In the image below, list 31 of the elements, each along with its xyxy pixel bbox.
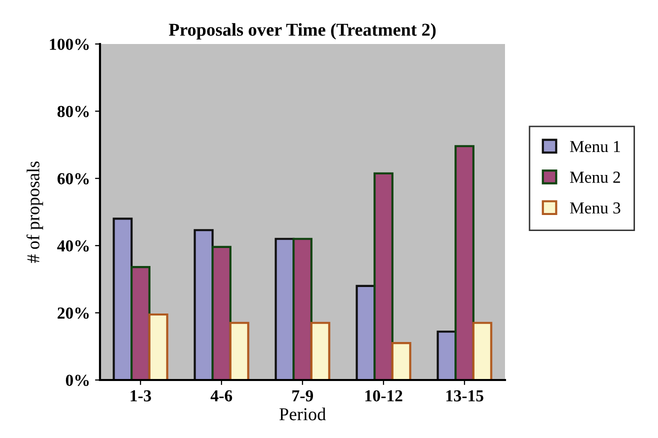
bar — [472, 322, 492, 380]
x-tick-label: 10-12 — [365, 390, 402, 402]
x-tick-label: 1-3 — [130, 390, 152, 402]
y-tick-label: 100% — [50, 38, 89, 50]
bar — [229, 322, 250, 380]
bar — [112, 218, 133, 380]
y-axis-title: # of proposals — [26, 162, 44, 263]
legend-label: Menu 3 — [570, 202, 620, 214]
bar — [310, 322, 330, 380]
x-tick-label: 7-9 — [292, 390, 314, 402]
bar — [391, 342, 412, 380]
chart-title: Proposals over Time (Treatment 2) — [168, 23, 436, 40]
bar — [274, 238, 295, 380]
legend-label: Menu 2 — [570, 172, 620, 183]
bar — [356, 284, 376, 380]
y-tick-label: 80% — [58, 106, 89, 118]
legend-label: Menu 1 — [570, 140, 620, 152]
bar — [212, 246, 232, 380]
y-tick-label: 60% — [58, 173, 89, 184]
bar — [292, 238, 312, 380]
y-tick-label: 0% — [66, 374, 89, 386]
y-tick-label: 40% — [57, 240, 89, 252]
bar — [374, 172, 394, 380]
bar — [454, 145, 474, 380]
bar — [148, 313, 168, 380]
y-tick-label: 20% — [58, 308, 89, 319]
x-tick-label: 13-15 — [446, 390, 484, 402]
x-tick-label: 4-6 — [210, 390, 232, 402]
x-axis-title: Period — [279, 408, 326, 420]
bar — [130, 266, 150, 380]
bar — [194, 229, 214, 380]
